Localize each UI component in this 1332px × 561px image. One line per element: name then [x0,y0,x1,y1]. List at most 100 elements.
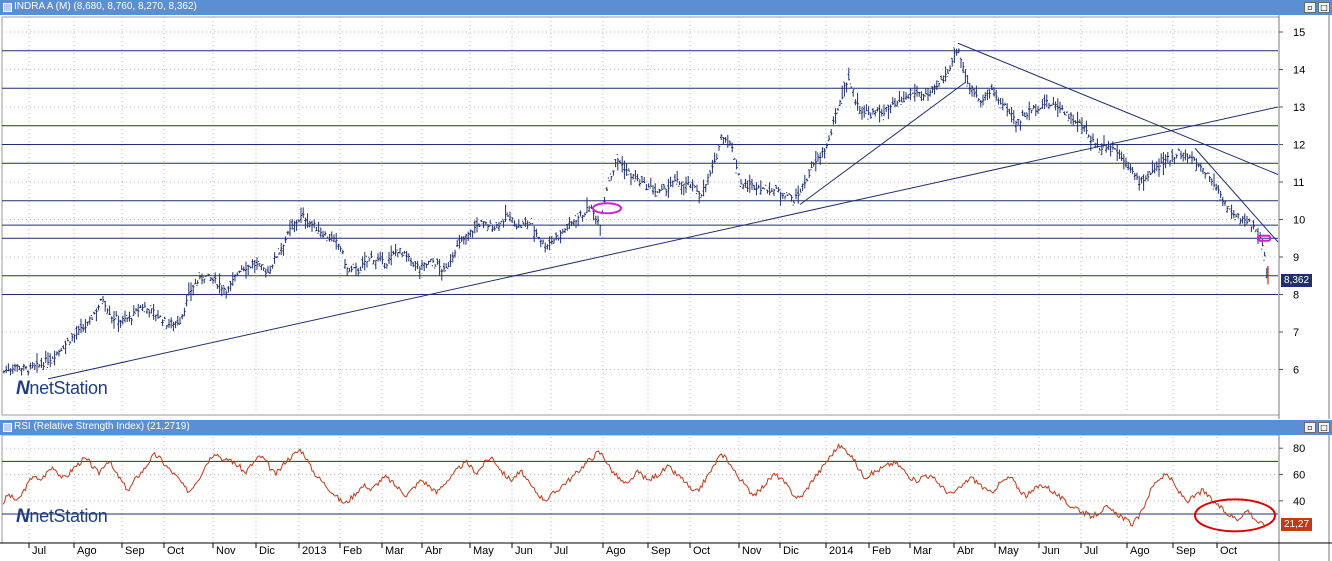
minimize-button[interactable]: ▫ [1304,2,1316,13]
price-bar [445,263,448,272]
price-bar [412,262,415,268]
price-bar [867,106,870,120]
price-bar [1173,156,1176,165]
price-bar [557,235,560,241]
price-bar [22,363,25,371]
price-bar [29,362,32,370]
price-bar [64,340,67,355]
price-bar [471,230,474,238]
price-bar [977,98,980,102]
price-bar [973,88,976,98]
x-axis-label: May [998,545,1019,557]
price-bar [689,183,692,189]
price-bar [192,284,195,296]
price-bar [176,315,179,326]
price-bar [429,258,432,263]
price-bar [20,368,23,376]
price-bar [93,311,96,315]
price-bar [282,244,285,256]
rsi-panel-menu-icon[interactable] [3,423,12,432]
price-bar [645,184,648,191]
price-bar [931,86,934,94]
price-bar [66,337,69,342]
price-bar [706,173,710,185]
price-bar [1157,158,1161,177]
price-bar [60,347,63,352]
price-bar [269,265,272,274]
price-bar [1109,143,1112,157]
price-bar [530,217,534,225]
price-bar [709,170,712,177]
price-bar [473,220,476,234]
price-bar [387,252,391,265]
price-bar [680,181,683,195]
price-bar [962,61,965,74]
price-bar [1127,162,1130,171]
price-bar [341,249,344,255]
price-bar [625,163,628,176]
x-axis-label: Feb [872,545,891,557]
price-bar [293,220,296,233]
price-bar [849,83,853,88]
rsi-highlight-circle [1194,498,1276,533]
price-bar [1199,163,1202,172]
price-bar [1153,163,1156,174]
price-bar [854,99,857,106]
price-bar [211,277,215,284]
price-bar [62,345,65,350]
price-bar [240,265,243,272]
price-bar [416,260,419,270]
price-bar [1177,148,1180,151]
price-bar [390,245,393,266]
price-bar [1056,98,1059,118]
rsi-y-tick-label: 80 [1293,443,1305,455]
price-bar [665,188,668,197]
price-bar [11,364,14,374]
price-bar [944,66,947,82]
price-bar [139,304,142,309]
maximize-button[interactable]: □ [1318,2,1330,13]
price-bar [1195,158,1198,172]
price-bar [713,152,716,164]
x-axis-label: Nov [742,545,762,557]
price-bar [907,94,910,99]
price-bar [315,226,318,232]
x-axis-label: Jul [554,545,569,557]
price-bar [1063,111,1066,116]
rsi-minimize-button[interactable]: ▫ [1304,422,1316,433]
trendline [799,82,966,205]
price-bar [937,80,941,87]
price-bar [434,264,437,269]
price-bar [264,268,267,278]
price-bar [475,217,479,233]
price-bar [678,181,681,187]
price-bar [524,216,527,227]
price-bar [379,251,382,262]
price-bar [359,266,362,274]
x-axis-label: Jun [1042,545,1060,557]
price-bar [35,353,39,373]
price-bar [717,144,721,151]
price-bar [209,276,212,282]
price-bar [1245,215,1249,226]
price-y-tick-label: 7 [1293,327,1299,339]
price-bar [361,256,364,269]
price-bar [467,231,470,241]
price-bar [519,224,523,228]
price-bar [222,285,226,295]
price-y-tick-label: 13 [1293,102,1305,114]
panel-menu-icon[interactable] [3,3,12,12]
price-bar [24,365,28,370]
price-bar [1001,98,1004,111]
x-axis-label: Jun [515,545,533,557]
price-bar [1241,216,1244,224]
price-bar [792,199,795,206]
price-bar [856,92,859,111]
x-axis-label: Jul [32,545,47,557]
price-bar [1239,218,1242,225]
x-axis-label: Mar [913,545,932,557]
price-bar [172,321,175,332]
price-bar [288,220,292,237]
price-bar [249,265,252,269]
rsi-maximize-button[interactable]: □ [1318,422,1330,433]
